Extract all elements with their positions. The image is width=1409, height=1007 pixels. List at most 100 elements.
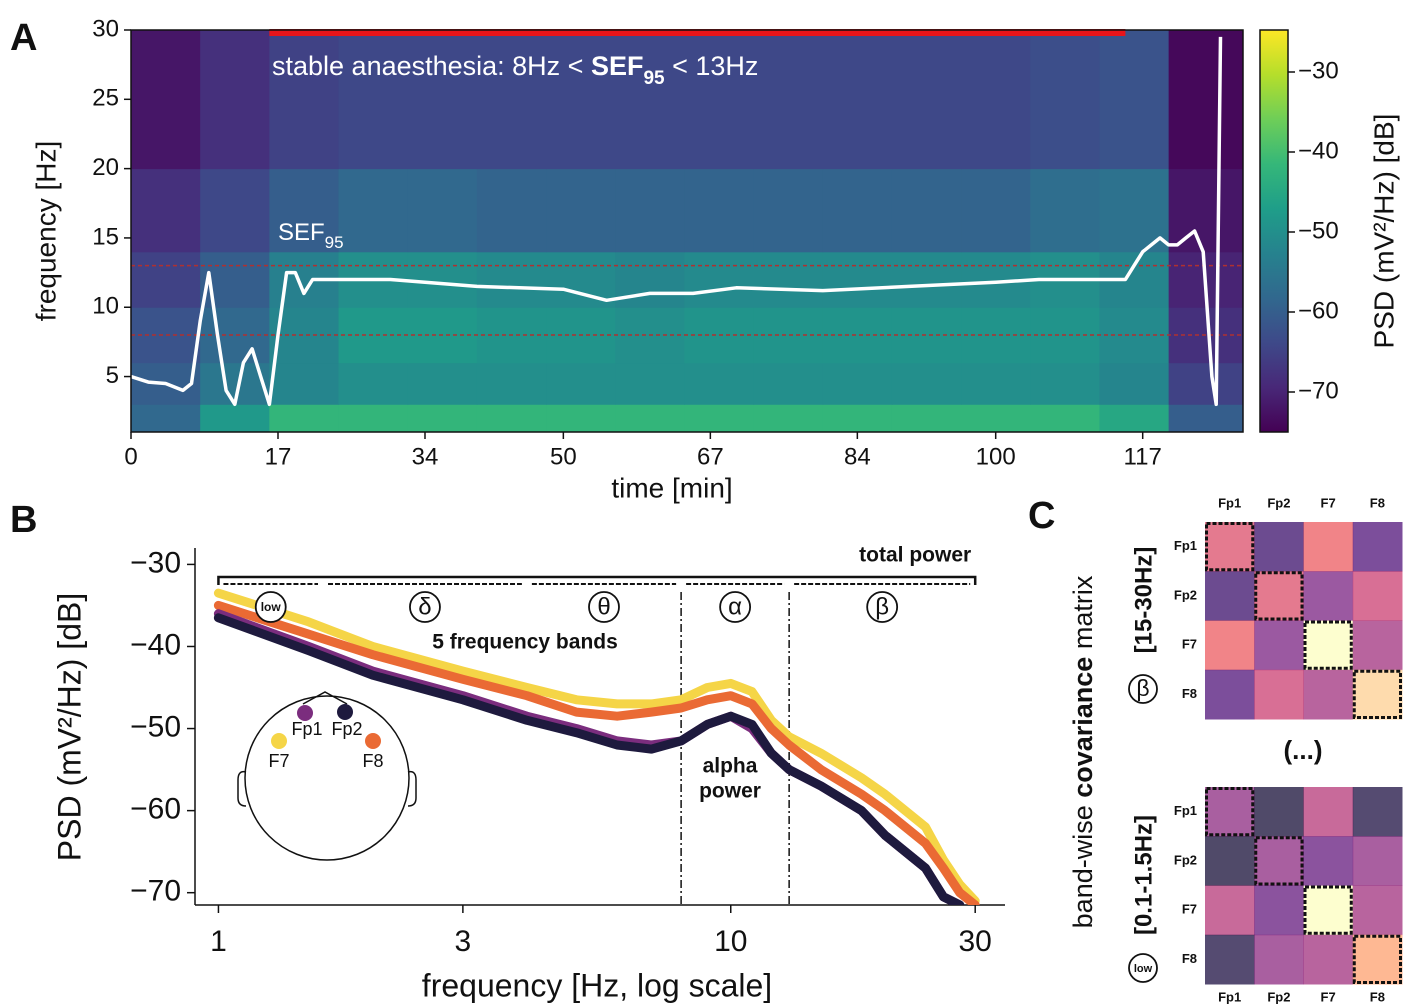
heatmap-cell [1168,30,1243,170]
heatmap-cell [1168,168,1243,253]
heatmap-cell [615,168,685,253]
matrix-cell [1205,787,1255,837]
heatmap-cell [615,30,685,170]
heatmap-cell [269,404,340,432]
annotation-part: < 13Hz [665,51,759,81]
heatmap-cell [131,168,201,253]
heatmap-cell [269,168,340,253]
matrix-cell [1352,620,1403,671]
y-tick-label: 5 [106,362,119,389]
annotation: stable anaesthesia: 8Hz < SEF95 < 13Hz [272,51,758,88]
y-axis-label: band-wise covariance matrix [1068,575,1098,928]
x-tick-label: 100 [976,443,1016,470]
heatmap-cell [407,168,478,253]
electrode-label: Fp2 [331,719,362,739]
heatmap-cell [200,168,270,253]
diagonal-box [1205,522,1255,572]
colorbar-tick-label: −60 [1298,297,1339,324]
matrix-cell [1254,571,1304,621]
matrix-cell [1352,885,1403,936]
row-label: Fp1 [1174,803,1197,818]
matrix-cell [1303,787,1354,837]
heatmap-cell [1030,404,1100,432]
matrix-cell [1303,934,1354,985]
colorbar [1259,29,1289,433]
heatmap-cell [407,362,478,405]
x-tick-label: 34 [412,443,439,470]
band-badge [719,591,752,623]
heatmap-cell [546,168,616,253]
x-tick-label: 17 [265,443,292,470]
heatmap-cell [476,362,547,405]
heatmap-cell [615,404,685,432]
heatmap-cell [1168,404,1243,432]
heatmap-cell [1030,362,1100,405]
matrix-cell [1205,885,1255,936]
heatmap-cell [200,30,270,170]
x-tick-label: 0 [124,443,137,470]
heatmap-cell [1030,168,1100,253]
matrix-cell [1303,669,1354,720]
heatmap-cell [615,251,685,308]
ellipsis: (...) [1284,735,1323,765]
heatmap-cell [891,404,962,432]
electrode [297,705,313,721]
heatmap-cell [753,168,824,253]
y-axis-label-part: band-wise [1068,798,1098,929]
electrode-label: Fp1 [291,719,322,739]
x-tick-label: 1 [210,925,227,958]
colorbar-tick-label: −30 [1298,57,1339,84]
heatmap-cell [131,251,201,308]
x-tick-label: 3 [455,925,472,958]
band-badge [588,591,620,623]
band-badge [409,591,441,623]
matrix-cell [1352,787,1403,837]
total-power-label: total power [859,544,971,567]
x-tick-label: 10 [714,925,747,958]
y-axis-label: frequency [Hz] [30,141,61,322]
column-label: Fp2 [1267,495,1290,510]
electrode-label: F7 [268,751,289,771]
heatmap-cell [1030,30,1100,170]
heatmap-cell [822,251,893,308]
y-tick-label: −30 [130,546,181,579]
colorbar-tick-label: −50 [1298,217,1339,244]
x-axis-label: time [min] [611,472,732,503]
x-tick-label: 117 [1124,443,1162,470]
matrix-cell [1205,522,1255,572]
heatmap-cell [546,404,616,432]
band-badge [866,591,899,623]
band-symbol: β [875,593,889,620]
matrix-cell [1303,836,1354,886]
matrix-cell [1352,522,1403,572]
y-axis-label-part: matrix [1068,575,1098,657]
ear-left [237,770,247,807]
band-symbol: α [728,593,742,620]
row-label: Fp1 [1174,538,1197,553]
colorbar-tick-label: −70 [1298,377,1339,404]
matrix-cell [1205,669,1255,720]
matrix-cell [1254,669,1304,720]
matrix-cell [1205,620,1255,671]
heatmap-cell [891,251,962,308]
x-tick-label: 84 [844,443,871,470]
matrix-cell [1352,934,1403,985]
matrix-cell [1352,571,1403,621]
heatmap-cell [407,251,478,308]
heatmap-cell [476,30,547,170]
band-symbol: δ [418,593,431,620]
electrode-label: F8 [362,751,383,771]
heatmap-cell [1099,404,1170,432]
y-tick-label: 15 [92,223,119,250]
heatmap-cell [822,404,893,432]
heatmap-cell [753,251,824,308]
diagonal-box [1352,934,1402,984]
column-label: F8 [1370,989,1385,1004]
heatmap-cell [131,30,201,170]
matrix-cell [1254,620,1304,671]
panel-letter: B [10,499,37,541]
heatmap-cell [200,404,270,432]
diagonal-box [1205,787,1255,837]
band-range-label: [0.1-1.5Hz] [1130,815,1157,935]
nose [302,691,348,705]
